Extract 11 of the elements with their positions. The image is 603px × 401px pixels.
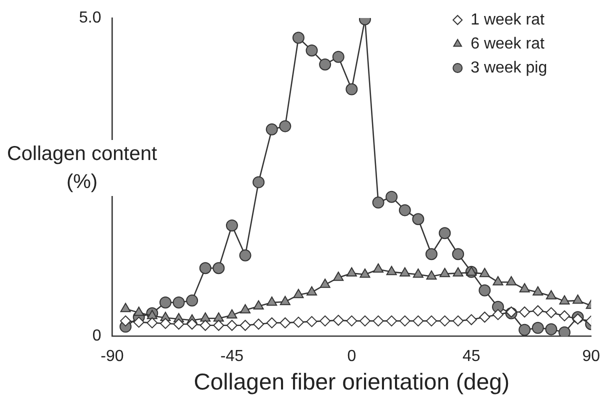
x-tick-label: 0: [347, 348, 356, 366]
x-tick-label: -90: [100, 348, 124, 366]
y-tick-label: 5.0: [78, 9, 102, 26]
y-axis-title: Collagen content (%): [0, 140, 164, 196]
x-tick-label: 90: [582, 348, 600, 366]
legend-label: 3 week pig: [470, 59, 548, 76]
legend-label: 6 week rat: [470, 35, 545, 52]
x-tick-label: -45: [220, 348, 244, 366]
x-tick-label: 45: [462, 348, 480, 366]
x-axis-title: Collagen fiber orientation (deg): [194, 368, 510, 395]
legend-label: 1 week rat: [470, 11, 545, 28]
